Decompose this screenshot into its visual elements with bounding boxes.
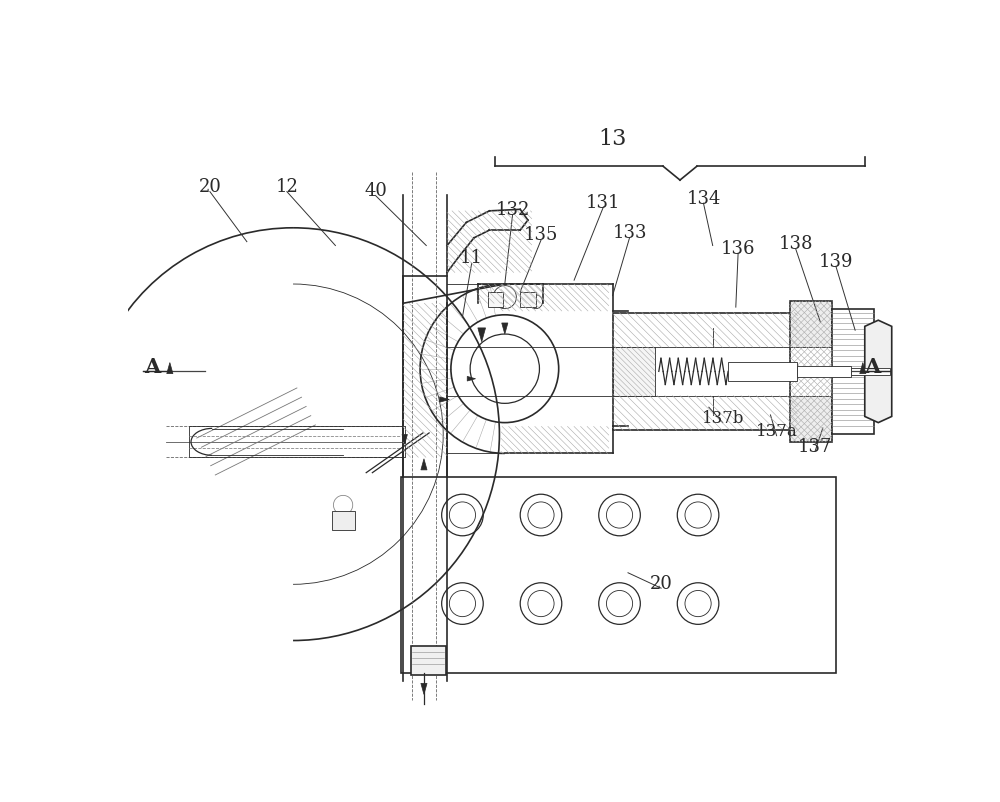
Bar — [411, 646, 446, 675]
Text: 135: 135 — [524, 225, 558, 244]
Polygon shape — [860, 363, 866, 375]
Text: 132: 132 — [495, 201, 530, 219]
Bar — [851, 368, 890, 376]
Polygon shape — [478, 329, 486, 342]
Text: 137b: 137b — [701, 409, 744, 426]
Bar — [832, 310, 874, 435]
Text: 13: 13 — [598, 128, 627, 149]
Polygon shape — [167, 363, 173, 375]
Polygon shape — [502, 323, 508, 334]
Bar — [401, 477, 836, 673]
Text: 136: 136 — [721, 240, 755, 257]
Text: 11: 11 — [460, 249, 483, 267]
Polygon shape — [421, 683, 427, 695]
Text: 20: 20 — [198, 178, 221, 196]
Text: 134: 134 — [686, 189, 721, 208]
Polygon shape — [402, 435, 407, 444]
Bar — [488, 293, 503, 308]
Text: 12: 12 — [275, 178, 298, 196]
Polygon shape — [421, 460, 427, 470]
Bar — [797, 367, 851, 377]
Text: 139: 139 — [819, 253, 853, 270]
Polygon shape — [865, 321, 892, 423]
Text: 131: 131 — [586, 193, 621, 212]
Bar — [728, 363, 797, 381]
Bar — [613, 348, 655, 396]
Bar — [520, 293, 536, 308]
Bar — [613, 313, 797, 431]
Bar — [790, 302, 832, 443]
Text: 20: 20 — [650, 574, 673, 592]
Bar — [189, 427, 405, 458]
Text: 138: 138 — [779, 235, 813, 253]
Text: 40: 40 — [364, 182, 387, 200]
Text: 137: 137 — [798, 437, 832, 456]
Bar — [332, 512, 355, 531]
Polygon shape — [440, 397, 449, 403]
Bar — [790, 348, 832, 396]
Text: 133: 133 — [612, 224, 647, 242]
Text: A: A — [144, 357, 160, 377]
Text: 137a: 137a — [756, 423, 797, 439]
Text: A: A — [864, 357, 880, 377]
Polygon shape — [467, 377, 476, 382]
